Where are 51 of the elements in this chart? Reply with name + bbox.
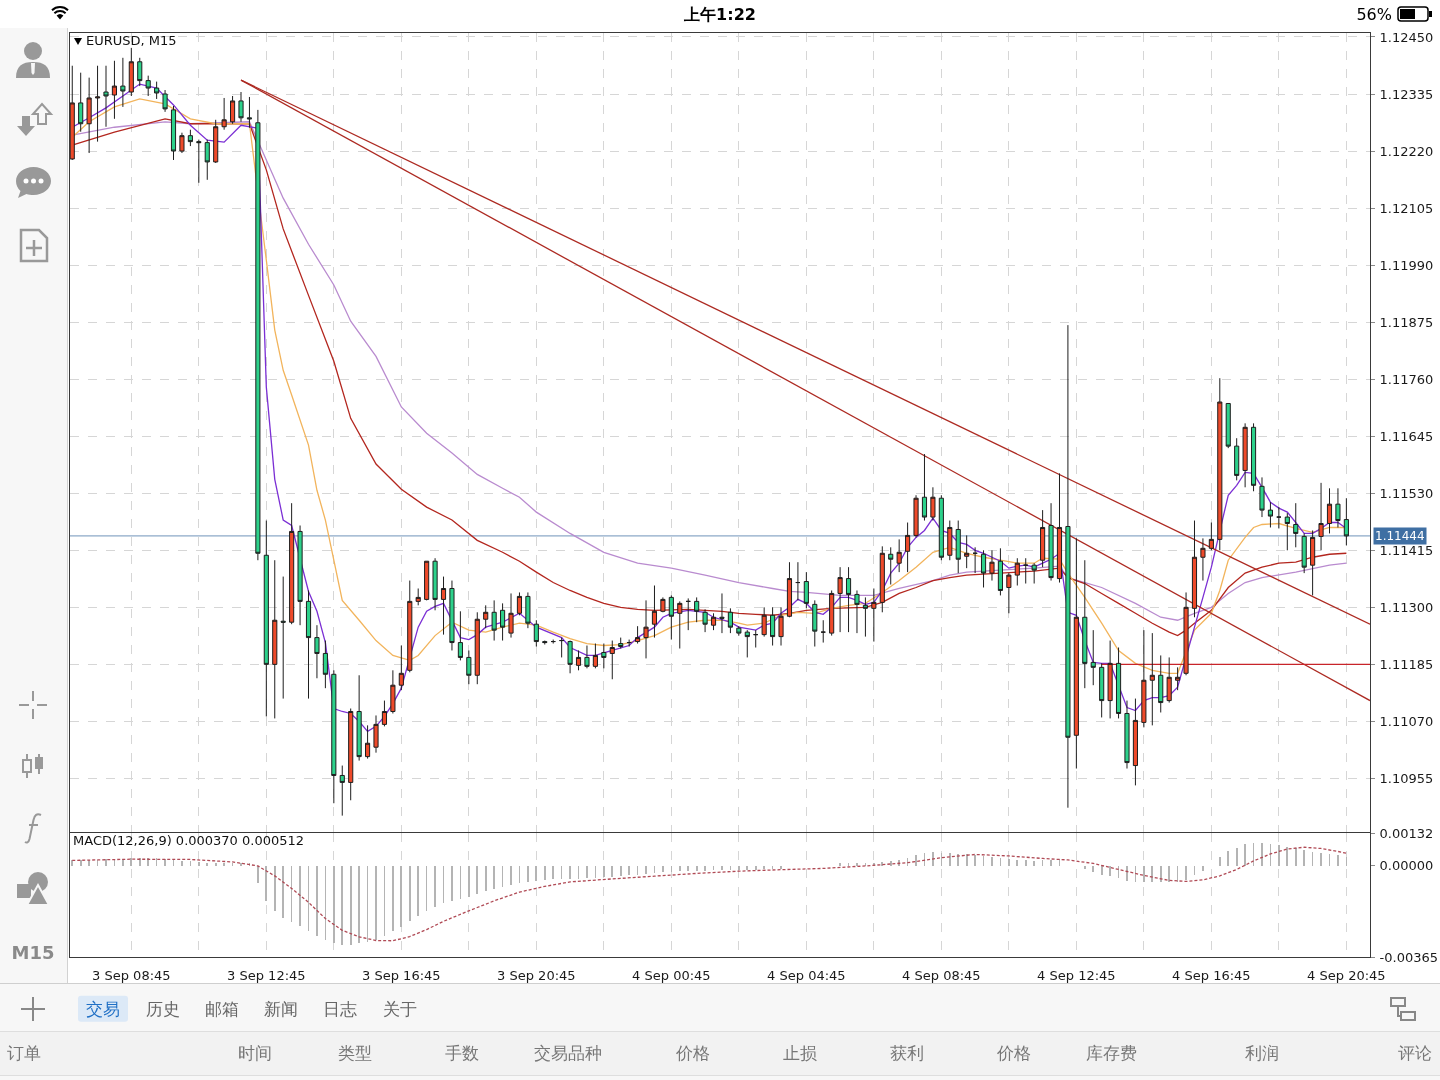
- y-tick-label: 0.00000: [1379, 858, 1434, 874]
- y-tick-label: 1.12450: [1379, 29, 1434, 45]
- text: 评论: [1398, 1042, 1432, 1064]
- y-tick-label: 1.12220: [1379, 143, 1434, 159]
- text: 利润: [1245, 1042, 1279, 1064]
- y-tick-label: 1.12335: [1379, 86, 1434, 102]
- y-tick-label: 1.10955: [1379, 770, 1434, 786]
- ref-line-label: 1.11444: [1375, 529, 1425, 543]
- chart-title: EURUSD, M15: [86, 33, 177, 49]
- text: 库存费: [1085, 1042, 1137, 1064]
- y-tick-label: 1.11300: [1379, 599, 1434, 615]
- y-tick-label: 1.11530: [1379, 485, 1434, 501]
- x-tick-label: 4 Sep 00:45: [632, 967, 711, 983]
- text: 订单: [7, 1042, 41, 1064]
- text: 日志: [323, 998, 357, 1020]
- y-tick-label: 1.11185: [1379, 656, 1434, 672]
- x-tick-label: 3 Sep 16:45: [362, 967, 441, 983]
- x-tick-label: 3 Sep 08:45: [92, 967, 171, 983]
- x-tick-label: 3 Sep 20:45: [497, 967, 576, 983]
- text: 价格: [997, 1042, 1031, 1064]
- text: 手数: [445, 1042, 479, 1064]
- text: 邮箱: [205, 998, 239, 1020]
- x-tick-label: 4 Sep 04:45: [767, 967, 846, 983]
- x-tick-label: 3 Sep 12:45: [227, 967, 306, 983]
- y-tick-label: 1.11875: [1379, 314, 1434, 330]
- text: 关于: [383, 998, 417, 1020]
- x-tick-label: 4 Sep 20:45: [1307, 967, 1386, 983]
- y-tick-label: 1.11990: [1379, 257, 1434, 273]
- text: M15: [11, 942, 55, 964]
- y-tick-label: -0.00365: [1379, 949, 1439, 965]
- text: 类型: [338, 1042, 372, 1064]
- text: 56%: [1356, 5, 1392, 25]
- chart-title: MACD(12,26,9) 0.000370 0.000512: [73, 833, 305, 849]
- text: 交易: [78, 995, 128, 1023]
- text: 历史: [146, 998, 180, 1020]
- text: 交易品种: [534, 1042, 602, 1064]
- text: 上午1:22: [684, 5, 756, 25]
- y-tick-label: 0.00132: [1379, 825, 1434, 841]
- text: 新闻: [264, 998, 298, 1020]
- y-tick-label: 1.11070: [1379, 713, 1434, 729]
- text: 价格: [676, 1042, 710, 1064]
- y-tick-label: 1.11415: [1379, 542, 1434, 558]
- y-tick-label: 1.11645: [1379, 428, 1434, 444]
- x-tick-label: 4 Sep 08:45: [902, 967, 981, 983]
- x-tick-label: 4 Sep 12:45: [1037, 967, 1116, 983]
- y-tick-label: 1.12105: [1379, 200, 1434, 216]
- y-tick-label: 1.11760: [1379, 371, 1434, 387]
- text: 获利: [890, 1042, 924, 1064]
- x-tick-label: 4 Sep 16:45: [1172, 967, 1251, 983]
- text: 时间: [238, 1042, 272, 1064]
- text: 止损: [783, 1042, 817, 1064]
